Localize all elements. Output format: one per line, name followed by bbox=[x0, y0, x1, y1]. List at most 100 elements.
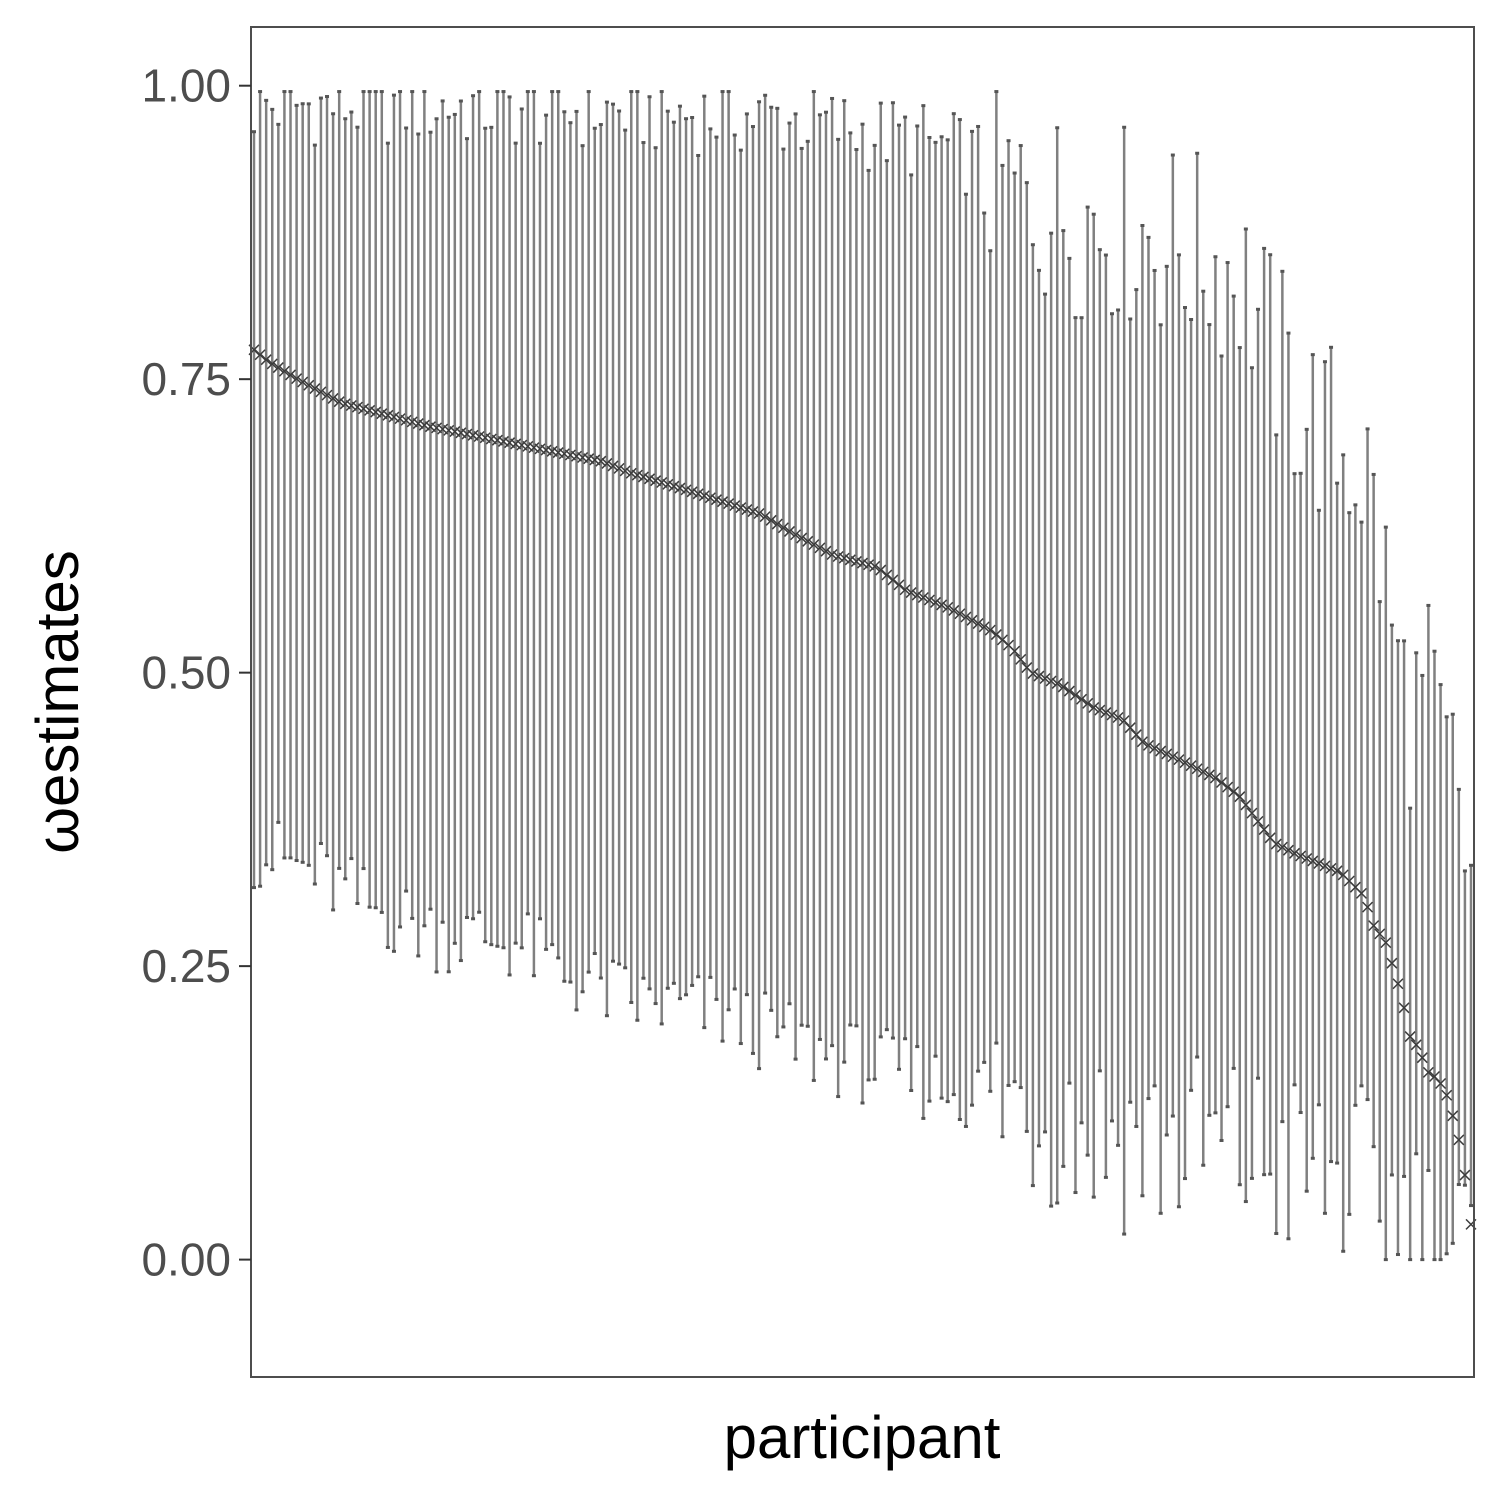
point-estimate-marker bbox=[607, 460, 619, 472]
point-estimate-marker bbox=[1410, 1039, 1422, 1051]
point-estimate-marker bbox=[911, 589, 923, 601]
point-estimate-marker bbox=[832, 550, 844, 563]
point-estimate-marker bbox=[1234, 791, 1246, 803]
point-estimate-marker bbox=[382, 409, 394, 421]
point-estimate-marker bbox=[1209, 772, 1221, 784]
point-estimate-marker bbox=[668, 480, 680, 492]
point-estimate-marker bbox=[893, 579, 905, 591]
point-estimate-marker bbox=[723, 498, 735, 510]
point-estimate-marker bbox=[1094, 704, 1106, 716]
point-estimate-marker bbox=[929, 596, 942, 608]
point-estimate-marker bbox=[1453, 1134, 1465, 1146]
point-estimate-marker bbox=[838, 552, 850, 564]
point-estimate-marker bbox=[698, 490, 710, 502]
y-axis-title: ωestimates bbox=[24, 550, 91, 854]
y-tick-label: 0.00 bbox=[141, 1234, 231, 1286]
point-estimate-marker bbox=[814, 542, 826, 554]
point-estimate-marker bbox=[917, 591, 929, 604]
point-estimate-marker bbox=[1082, 697, 1094, 709]
point-estimate-marker bbox=[1142, 739, 1155, 751]
point-estimate-marker bbox=[978, 621, 990, 633]
point-estimate-marker bbox=[1222, 781, 1234, 793]
point-estimate-marker bbox=[1252, 815, 1264, 827]
point-estimate-marker bbox=[266, 358, 278, 370]
point-estimate-marker bbox=[1203, 769, 1215, 781]
point-estimate-marker bbox=[1173, 754, 1185, 766]
point-estimate-marker bbox=[796, 532, 808, 544]
point-estimate-marker bbox=[1063, 685, 1075, 697]
point-estimate-marker bbox=[905, 587, 917, 599]
point-estimate-marker bbox=[662, 478, 674, 490]
point-estimate-marker bbox=[650, 475, 662, 487]
point-estimate-marker bbox=[333, 396, 345, 408]
point-estimate-marker bbox=[856, 557, 869, 569]
point-estimate-marker bbox=[315, 386, 327, 398]
point-estimate-marker bbox=[1009, 645, 1021, 657]
point-estimate-marker bbox=[1155, 745, 1167, 757]
point-estimate-marker bbox=[297, 376, 309, 388]
point-estimate-marker bbox=[686, 486, 698, 498]
point-estimate-marker bbox=[1447, 1110, 1459, 1122]
point-estimate-marker bbox=[284, 369, 297, 381]
point-estimate-marker bbox=[260, 354, 272, 366]
point-estimate-marker bbox=[966, 614, 978, 626]
point-estimate-marker bbox=[1301, 852, 1313, 865]
point-estimate-marker bbox=[278, 365, 290, 377]
point-estimate-marker bbox=[1057, 681, 1069, 693]
point-estimate-marker bbox=[808, 539, 820, 551]
point-estimate-marker bbox=[875, 564, 887, 576]
point-estimate-marker bbox=[936, 599, 948, 611]
point-estimate-marker bbox=[1069, 689, 1082, 701]
point-estimate-marker bbox=[625, 467, 637, 479]
point-estimate-marker bbox=[1276, 841, 1288, 853]
errorbar-layer bbox=[252, 90, 1473, 1262]
point-estimate-marker bbox=[1282, 844, 1294, 856]
point-estimate-marker bbox=[729, 500, 741, 512]
point-estimate-marker bbox=[601, 457, 613, 469]
point-estimate-marker bbox=[1289, 847, 1301, 859]
point-estimate-marker bbox=[869, 560, 881, 572]
point-estimate-marker bbox=[747, 506, 759, 518]
point-estimate-marker bbox=[1215, 776, 1228, 789]
point-estimate-marker bbox=[954, 608, 966, 620]
point-estimate-marker bbox=[1185, 760, 1197, 772]
point-estimate-marker bbox=[759, 511, 771, 523]
point-estimate-marker bbox=[771, 518, 783, 530]
point-estimate-marker bbox=[790, 529, 802, 541]
point-estimate-marker bbox=[1106, 709, 1118, 721]
point-estimate-marker bbox=[765, 514, 777, 526]
point-estimate-marker bbox=[1386, 957, 1398, 969]
point-estimate-marker bbox=[595, 455, 607, 467]
point-estimate-marker bbox=[1027, 668, 1039, 680]
point-estimate-marker bbox=[254, 349, 266, 361]
point-estimate-marker bbox=[1258, 824, 1270, 836]
point-estimate-marker bbox=[741, 504, 753, 516]
point-estimate-marker bbox=[1392, 978, 1404, 990]
point-estimate-marker bbox=[357, 403, 370, 415]
point-estimate-marker bbox=[923, 594, 935, 606]
point-estimate-marker bbox=[850, 555, 862, 567]
y-tick-label: 1.00 bbox=[141, 60, 231, 112]
point-estimate-marker bbox=[1076, 693, 1088, 705]
point-estimate-marker bbox=[1161, 748, 1173, 760]
point-estimate-marker bbox=[309, 383, 321, 395]
point-estimate-marker bbox=[1295, 850, 1307, 862]
point-estimate-marker bbox=[1368, 920, 1380, 932]
y-tick-label: 0.75 bbox=[141, 353, 231, 405]
y-tick-label: 0.50 bbox=[141, 647, 231, 699]
panel-border bbox=[250, 26, 1475, 1378]
point-estimate-marker bbox=[376, 408, 388, 420]
x-axis-title: participant bbox=[724, 1404, 1001, 1471]
point-estimate-marker bbox=[972, 618, 984, 630]
point-estimate-marker bbox=[1112, 711, 1124, 724]
point-estimate-marker bbox=[351, 401, 363, 413]
point-estimate-marker bbox=[303, 379, 315, 391]
point-estimate-marker bbox=[863, 559, 875, 571]
point-estimate-marker bbox=[1179, 757, 1191, 769]
point-estimate-marker bbox=[899, 584, 911, 596]
point-estimate-marker bbox=[826, 548, 838, 561]
point-estimate-marker bbox=[345, 399, 357, 412]
point-estimate-marker bbox=[1100, 707, 1112, 719]
